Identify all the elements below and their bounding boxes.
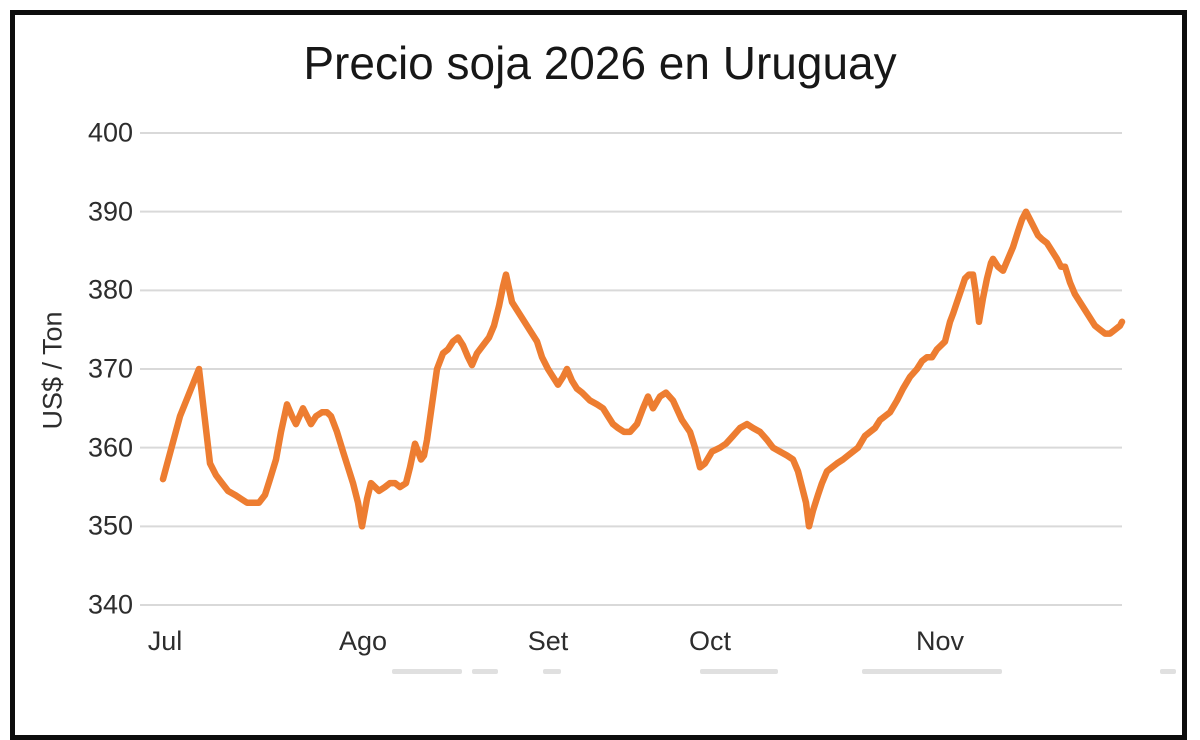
caption-fragment — [392, 669, 462, 674]
price-line-series — [159, 208, 1126, 530]
y-tick-label: 400 — [87, 117, 133, 148]
chart-title: Precio soja 2026 en Uruguay — [303, 37, 897, 89]
caption-fragment — [472, 669, 498, 674]
chart-page: { "chart_data": { "type": "line", "title… — [0, 10, 1200, 740]
y-tick-label: 360 — [87, 432, 133, 463]
caption-fragment — [543, 669, 561, 674]
x-tick-label: Nov — [915, 626, 964, 656]
cropped-caption-remnant — [0, 669, 1200, 675]
x-tick-label: Set — [527, 626, 569, 656]
x-tick-label: Ago — [338, 626, 388, 656]
y-tick-label: 380 — [87, 274, 133, 305]
y-tick-label: 370 — [87, 353, 133, 384]
caption-fragment — [862, 669, 1002, 674]
y-tick-label: 390 — [87, 196, 133, 227]
x-tick-label: Jul — [147, 626, 183, 656]
y-tick-label: 340 — [87, 589, 133, 620]
chart-frame — [10, 10, 1187, 740]
gridlines — [140, 132, 1122, 606]
price-line-chart — [140, 132, 1126, 606]
y-tick-label: 350 — [87, 510, 133, 541]
x-tick-label: Oct — [688, 626, 731, 656]
caption-fragment — [700, 669, 778, 674]
caption-fragment — [1160, 669, 1176, 674]
